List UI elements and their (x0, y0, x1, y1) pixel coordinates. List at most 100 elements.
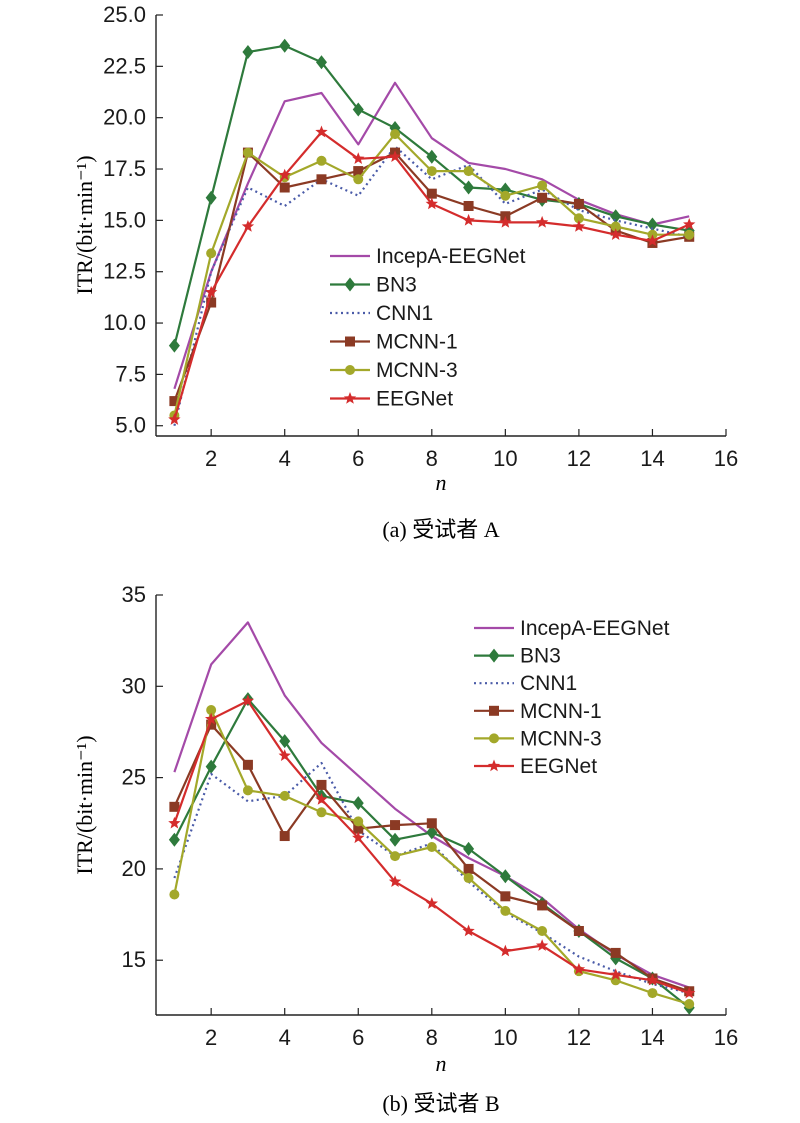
data-point (647, 988, 658, 999)
data-point (499, 869, 511, 884)
data-point (573, 926, 584, 936)
data-point (572, 962, 586, 975)
x-tick-label: 14 (640, 446, 664, 471)
data-point (315, 793, 328, 805)
data-point (684, 999, 695, 1010)
legend-label: EEGNet (376, 388, 453, 411)
x-tick-label: 16 (714, 446, 738, 471)
legend-item: IncepA-EEGNet (474, 617, 670, 640)
y-tick-label: 30 (122, 673, 146, 698)
series-cnn1 (173, 145, 690, 426)
series-mcnn-3 (169, 129, 695, 421)
y-tick-label: 12.5 (103, 259, 146, 284)
data-point (352, 102, 364, 117)
data-point (610, 947, 621, 958)
data-point (537, 926, 548, 936)
series-eegnet (168, 694, 696, 999)
x-tick-label: 6 (352, 1025, 364, 1050)
legend-marker (344, 277, 356, 292)
data-point (426, 149, 438, 164)
data-point (278, 749, 291, 761)
x-tick-label: 10 (493, 1025, 517, 1050)
data-point (169, 889, 180, 900)
y-tick-label: 20.0 (103, 105, 146, 130)
legend-label: CNN1 (520, 672, 577, 695)
y-axis-label: ITR/(bit·min⁻¹) (72, 155, 97, 294)
legend-label: MCNN-1 (376, 331, 458, 354)
legend-item: BN3 (474, 645, 561, 668)
data-point (646, 217, 658, 232)
x-tick-label: 10 (493, 446, 517, 471)
data-point (352, 152, 365, 165)
data-point (609, 228, 622, 240)
data-point (426, 842, 437, 852)
data-point (352, 796, 364, 811)
x-tick-label: 12 (567, 1025, 591, 1050)
data-point (206, 248, 217, 259)
data-point (353, 166, 364, 177)
data-point (500, 891, 511, 902)
data-point (315, 125, 328, 138)
data-point (279, 831, 290, 842)
series-line (173, 81, 690, 390)
chart-panel-a: 5.0 7.5 10.0 12.5 15.0 17.5 20.0 22.5 25.0 2 4 6 8 10… (72, 2, 738, 542)
series-incepa-eegnet (173, 621, 690, 989)
x-tick-label: 2 (205, 1025, 217, 1050)
legend-item: CNN1 (330, 302, 433, 325)
legend-marker (345, 365, 355, 375)
series-bn3 (168, 692, 695, 1015)
data-point (426, 825, 438, 840)
data-point (316, 807, 327, 818)
data-point (425, 197, 438, 210)
y-axis-label: ITR/(bit·min⁻¹) (72, 735, 97, 874)
chart-panel-b: 15 20 25 30 35 2 4 6 8 10 12 14 16 n ITR/(bit·min⁻¹) (b… (72, 582, 738, 1116)
legend: IncepA-EEGNet BN3 CNN1 MCNN-1 MCNN-3 EEGNet (330, 245, 526, 411)
y-tick-label: 15 (122, 947, 146, 972)
y-tick-label: 25 (122, 765, 146, 790)
data-point (646, 234, 659, 247)
series-mcnn-1 (169, 719, 695, 997)
data-point (242, 785, 253, 796)
data-point (242, 44, 254, 59)
data-point (279, 734, 291, 749)
data-point (353, 174, 364, 185)
legend-item: MCNN-3 (330, 359, 458, 382)
y-tick-label: 35 (122, 582, 146, 607)
data-point (353, 816, 364, 827)
data-point (426, 818, 437, 829)
legend-label: EEGNet (520, 755, 597, 778)
y-tick-label: 7.5 (115, 361, 146, 386)
legend-item: CNN1 (474, 672, 577, 695)
legend-marker (345, 336, 355, 347)
data-point (462, 924, 475, 937)
data-point (426, 166, 437, 177)
data-point (204, 712, 218, 725)
data-point (425, 897, 438, 909)
data-point (278, 168, 291, 181)
data-point (316, 779, 327, 790)
legend-item: MCNN-3 (474, 727, 602, 750)
x-tick-label: 4 (279, 446, 291, 471)
data-point (169, 801, 180, 812)
data-point (315, 55, 327, 70)
figure-caption: (a) 受试者 A (382, 517, 499, 542)
data-point (316, 174, 327, 185)
data-point (241, 220, 255, 232)
legend-label: CNN1 (376, 302, 433, 325)
data-point (463, 863, 474, 874)
x-tick-label: 2 (205, 446, 217, 471)
data-point (463, 166, 474, 177)
data-point (535, 215, 549, 228)
data-point (610, 221, 621, 232)
legend-marker (343, 392, 357, 404)
legend-label: IncepA-EEGNet (520, 617, 670, 640)
legend-item: EEGNet (474, 755, 597, 778)
data-point (241, 694, 255, 707)
data-point (684, 229, 695, 240)
legend-marker (489, 733, 499, 744)
data-point (279, 790, 290, 801)
data-point (499, 944, 512, 957)
data-point (242, 759, 253, 770)
legend-marker (487, 759, 501, 772)
legend-marker (488, 648, 500, 663)
